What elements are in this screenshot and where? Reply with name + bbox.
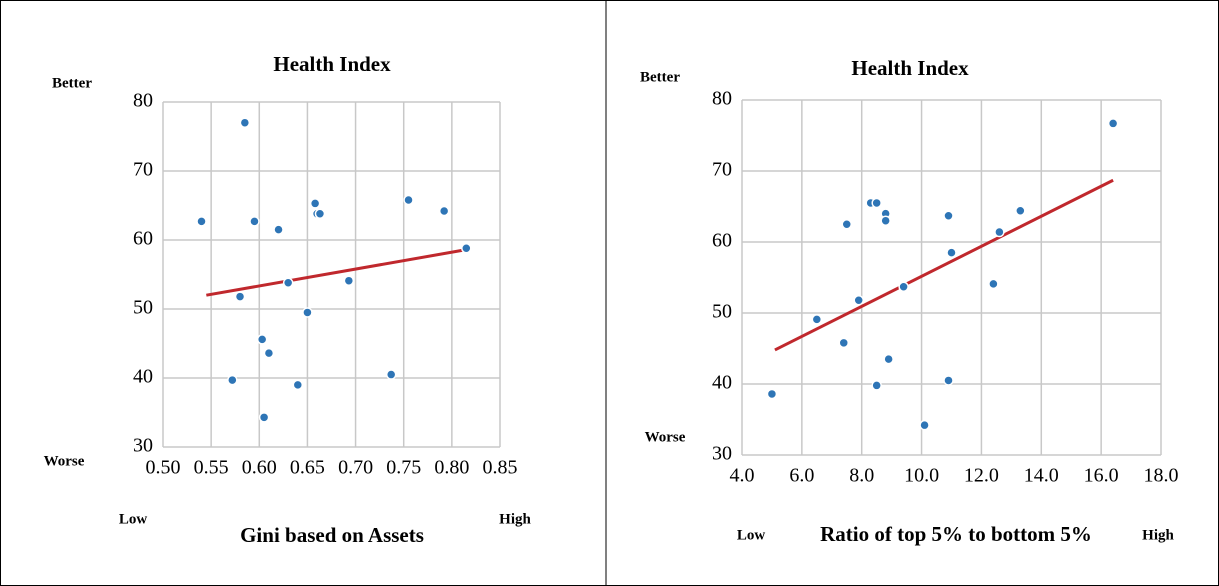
point (883, 353, 894, 365)
point (988, 278, 999, 290)
annotation: High (1142, 527, 1174, 543)
x-tick-label: 0.70 (338, 457, 373, 479)
chart-title: Health Index (273, 52, 391, 76)
x-tick-label: 0.80 (434, 457, 469, 479)
point (282, 277, 294, 289)
point (302, 307, 313, 318)
point (249, 216, 260, 227)
point (196, 216, 207, 227)
annotation: Better (640, 69, 680, 85)
point (1015, 205, 1026, 217)
point (943, 375, 954, 386)
annotation: Worse (44, 453, 85, 469)
point (853, 294, 864, 306)
point (258, 412, 270, 423)
x-tick-label: 12.0 (964, 465, 999, 487)
x-tick-label: 18.0 (1144, 465, 1179, 487)
x-tick-label: 0.50 (146, 457, 181, 479)
x-tick-label: 16.0 (1084, 465, 1119, 487)
y-tick-label: 70 (712, 159, 732, 181)
x-tick-label: 0.85 (483, 457, 518, 479)
point (838, 337, 850, 349)
y-tick-label: 80 (133, 90, 153, 112)
y-tick-label: 60 (133, 228, 153, 250)
x-tick-label: 4.0 (730, 465, 755, 487)
point (841, 219, 852, 230)
point (314, 208, 326, 220)
x-tick-label: 0.75 (386, 457, 421, 479)
annotation: Low (119, 511, 148, 527)
point (343, 275, 355, 286)
point (461, 243, 472, 254)
x-axis-title: Gini based on Assets (240, 523, 424, 547)
point (946, 247, 957, 258)
y-tick-label: 70 (133, 159, 153, 181)
x-tick-label: 0.55 (194, 457, 229, 479)
y-tick-label: 40 (712, 372, 732, 394)
y-tick-label: 50 (712, 301, 732, 323)
point (227, 374, 238, 386)
point (880, 215, 891, 226)
point (919, 419, 930, 431)
x-tick-label: 10.0 (904, 465, 939, 487)
point (811, 314, 823, 325)
trendline (774, 178, 1114, 352)
point (292, 379, 304, 391)
x-tick-label: 8.0 (849, 465, 874, 487)
annotation: Worse (645, 429, 686, 445)
point (256, 334, 268, 345)
point (385, 369, 397, 380)
point (871, 197, 882, 209)
y-tick-label: 50 (133, 297, 153, 319)
point (898, 281, 909, 292)
point (943, 210, 954, 221)
annotation: Low (737, 527, 766, 543)
point (234, 291, 246, 302)
y-tick-label: 60 (712, 230, 732, 252)
point (239, 117, 251, 128)
x-axis-title: Ratio of top 5% to bottom 5% (820, 522, 1092, 546)
y-tick-label: 40 (133, 366, 153, 388)
y-tick-label: 30 (133, 435, 153, 457)
annotation: Better (52, 75, 92, 91)
x-tick-label: 0.65 (290, 457, 325, 479)
y-tick-label: 30 (712, 443, 732, 465)
point (994, 226, 1005, 238)
point (273, 224, 284, 235)
trendline (206, 248, 467, 297)
point (309, 198, 321, 209)
point (438, 205, 450, 217)
x-tick-label: 14.0 (1024, 465, 1059, 487)
point (403, 194, 414, 206)
chart-title: Health Index (851, 56, 969, 80)
point (263, 347, 275, 359)
y-tick-label: 80 (712, 88, 732, 110)
point (871, 380, 882, 391)
x-tick-label: 6.0 (789, 465, 814, 487)
x-tick-label: 0.60 (242, 457, 277, 479)
point (1107, 118, 1119, 129)
point (766, 388, 778, 400)
annotation: High (499, 511, 531, 527)
